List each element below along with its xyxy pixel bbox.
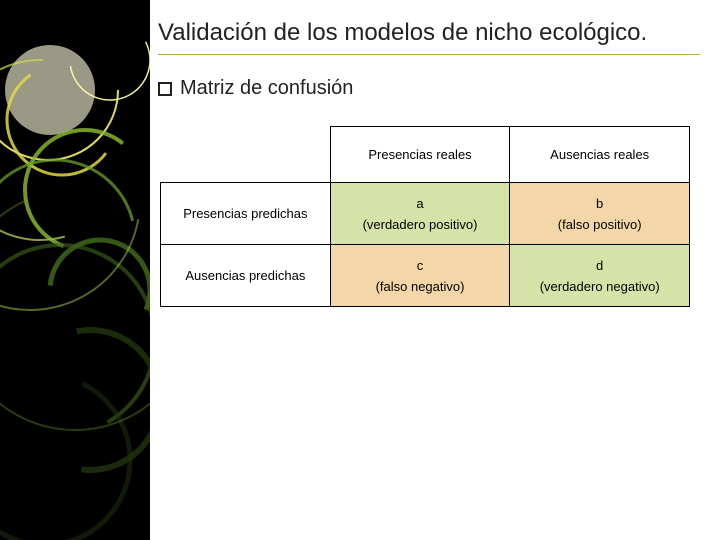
cell-letter: a xyxy=(416,196,423,211)
cell-letter: b xyxy=(596,196,603,211)
subtitle-row: Matriz de confusión xyxy=(158,77,700,100)
cell-false-negative: c (falso negativo) xyxy=(330,245,510,307)
table-corner-empty xyxy=(161,127,331,183)
title-underline xyxy=(158,54,700,55)
col-header-ausencias-reales: Ausencias reales xyxy=(510,127,690,183)
cell-label: (verdadero negativo) xyxy=(540,279,660,294)
row-header-presencias-predichas: Presencias predichas xyxy=(161,183,331,245)
checkbox-bullet-icon xyxy=(158,82,172,96)
cell-letter: d xyxy=(596,258,603,273)
fractal-background xyxy=(0,0,150,540)
row-header-ausencias-predichas: Ausencias predichas xyxy=(161,245,331,307)
confusion-matrix-table: Presencias reales Ausencias reales Prese… xyxy=(160,126,690,307)
cell-false-positive: b (falso positivo) xyxy=(510,183,690,245)
cell-label: (falso negativo) xyxy=(376,279,465,294)
cell-label: (falso positivo) xyxy=(558,217,642,232)
cell-true-negative: d (verdadero negativo) xyxy=(510,245,690,307)
cell-label: (verdadero positivo) xyxy=(363,217,478,232)
col-header-presencias-reales: Presencias reales xyxy=(330,127,510,183)
subtitle-text: Matriz de confusión xyxy=(180,77,353,100)
cell-letter: c xyxy=(417,258,424,273)
slide-content: Validación de los modelos de nicho ecoló… xyxy=(150,0,720,540)
cell-true-positive: a (verdadero positivo) xyxy=(330,183,510,245)
slide-title: Validación de los modelos de nicho ecoló… xyxy=(158,18,700,48)
